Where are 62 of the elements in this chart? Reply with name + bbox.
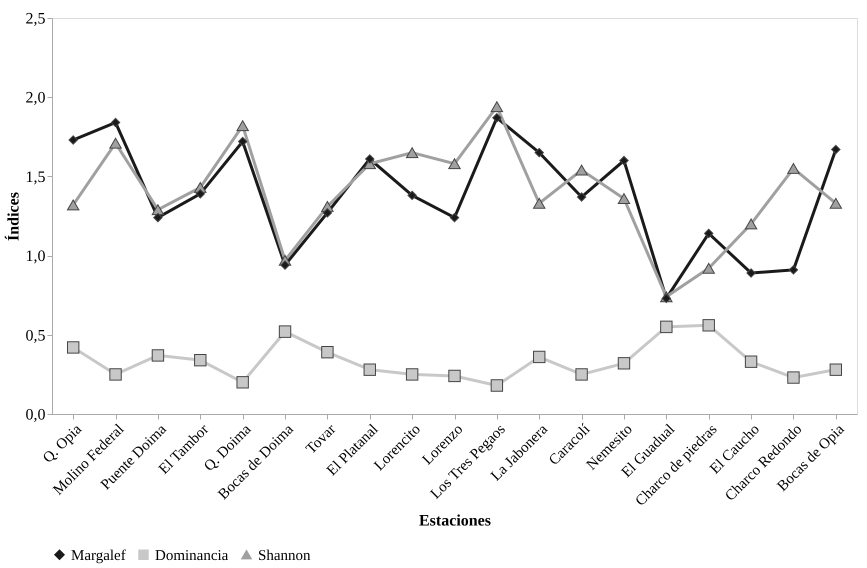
point	[575, 368, 588, 381]
point	[619, 156, 629, 166]
point	[152, 349, 164, 362]
point	[194, 354, 206, 366]
y-tick-label: 1,5	[26, 168, 46, 186]
legend-label: Shannon	[258, 548, 311, 564]
point	[110, 118, 120, 128]
point	[109, 368, 122, 381]
point	[744, 218, 758, 230]
point	[322, 208, 332, 218]
point	[660, 320, 673, 334]
point	[831, 144, 840, 154]
point	[68, 135, 78, 145]
point	[450, 212, 460, 222]
point	[364, 363, 376, 376]
point	[788, 265, 798, 275]
legend-label: Dominancia	[155, 548, 229, 564]
point	[830, 363, 842, 376]
point	[321, 346, 334, 358]
point	[278, 325, 292, 338]
point	[534, 148, 544, 158]
y-tick-label: 1,0	[26, 248, 46, 266]
point	[448, 370, 461, 382]
point	[152, 204, 164, 216]
x-axis-title: Estaciones	[419, 512, 491, 530]
y-tick-label: 2,5	[26, 10, 46, 28]
point	[746, 268, 756, 278]
y-tick-label: 0,0	[26, 406, 46, 424]
point	[407, 190, 417, 200]
point	[365, 154, 374, 164]
point	[196, 189, 205, 199]
point	[830, 198, 842, 209]
y-tick-label: 0,5	[26, 327, 46, 344]
point	[153, 212, 163, 222]
point	[576, 192, 586, 202]
point	[492, 113, 502, 122]
point	[704, 228, 714, 238]
point	[406, 147, 418, 158]
point	[236, 376, 249, 389]
point	[787, 371, 800, 384]
y-tick-label: 2,0	[26, 90, 46, 107]
point	[533, 198, 546, 209]
legend-label: Margalef	[71, 548, 126, 564]
point	[448, 158, 461, 170]
point	[66, 199, 80, 210]
point	[618, 193, 630, 204]
point	[744, 356, 758, 368]
point	[787, 163, 800, 174]
point	[280, 260, 290, 270]
point	[533, 350, 546, 364]
point	[490, 379, 504, 392]
point	[238, 136, 248, 146]
point	[490, 101, 504, 112]
point	[236, 120, 249, 132]
y-axis-title: Índices	[4, 192, 22, 241]
point	[702, 319, 715, 332]
point	[66, 341, 80, 354]
point	[702, 262, 715, 274]
point	[406, 368, 418, 381]
point	[575, 164, 588, 176]
point	[109, 138, 122, 149]
point	[618, 357, 630, 370]
